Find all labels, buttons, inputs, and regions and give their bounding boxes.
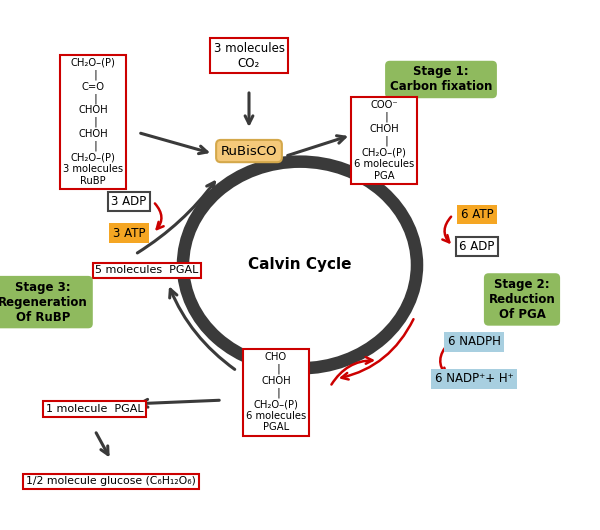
Text: Calvin Cycle: Calvin Cycle [248,258,352,272]
Text: 1 molecule  PGAL: 1 molecule PGAL [46,404,143,414]
Text: 1/2 molecule glucose (C₆H₁₂O₆): 1/2 molecule glucose (C₆H₁₂O₆) [26,476,196,486]
Text: Stage 3:
Regeneration
Of RuBP: Stage 3: Regeneration Of RuBP [0,280,88,324]
Text: 3 molecules
CO₂: 3 molecules CO₂ [214,42,284,69]
Text: CH₂O–(P)
  |
C=O
  |
CHOH
  |
CHOH
  |
CH₂O–(P)
3 molecules
RuBP: CH₂O–(P) | C=O | CHOH | CHOH | CH₂O–(P) … [63,58,123,186]
Text: 6 NADP⁺+ H⁺: 6 NADP⁺+ H⁺ [434,373,514,385]
Text: 6 ADP: 6 ADP [460,240,494,253]
Text: Stage 2:
Reduction
Of PGA: Stage 2: Reduction Of PGA [488,278,556,321]
Text: 3 ADP: 3 ADP [112,195,146,208]
Text: 5 molecules  PGAL: 5 molecules PGAL [95,266,199,275]
Text: 6 NADPH: 6 NADPH [448,335,500,348]
Text: 6 ATP: 6 ATP [461,208,493,221]
Text: 3 ATP: 3 ATP [113,227,145,240]
Text: Stage 1:
Carbon fixation: Stage 1: Carbon fixation [390,66,492,93]
Text: RuBisCO: RuBisCO [221,145,277,157]
Text: COO⁻
  |
CHOH
  |
CH₂O–(P)
6 molecules
PGA: COO⁻ | CHOH | CH₂O–(P) 6 molecules PGA [354,100,414,181]
Text: CHO
  |
CHOH
  |
CH₂O–(P)
6 molecules
PGAL: CHO | CHOH | CH₂O–(P) 6 molecules PGAL [246,352,306,432]
